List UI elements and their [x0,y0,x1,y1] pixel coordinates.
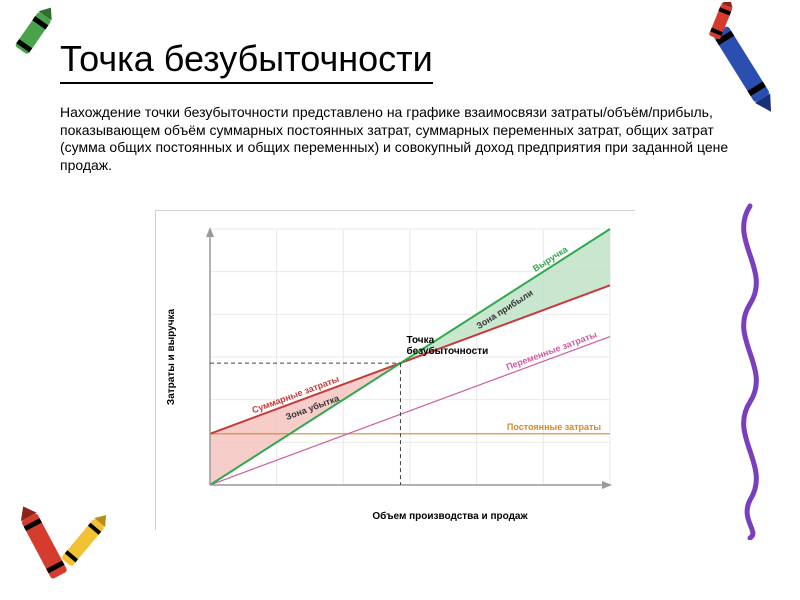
svg-text:Постоянные затраты: Постоянные затраты [507,422,602,432]
crayon-red-yellow-icon [6,484,116,594]
paragraph-text: Нахождение точки безубыточности представ… [60,104,728,173]
svg-text:Затраты и выручка: Затраты и выручка [166,308,177,405]
chart-svg: ТочкабезубыточностиВыручкаСуммарные затр… [156,211,636,531]
title-text: Точка безубыточности [60,38,433,79]
crayon-green-icon [6,6,76,76]
squiggle-purple-icon [720,200,780,540]
intro-paragraph: Нахождение точки безубыточности представ… [60,104,730,174]
breakeven-chart: ТочкабезубыточностиВыручкаСуммарные затр… [155,210,635,530]
svg-text:Объем производства и продаж: Объем производства и продаж [372,510,528,522]
crayon-blue-red-icon [696,2,796,132]
page-title: Точка безубыточности [60,38,433,84]
